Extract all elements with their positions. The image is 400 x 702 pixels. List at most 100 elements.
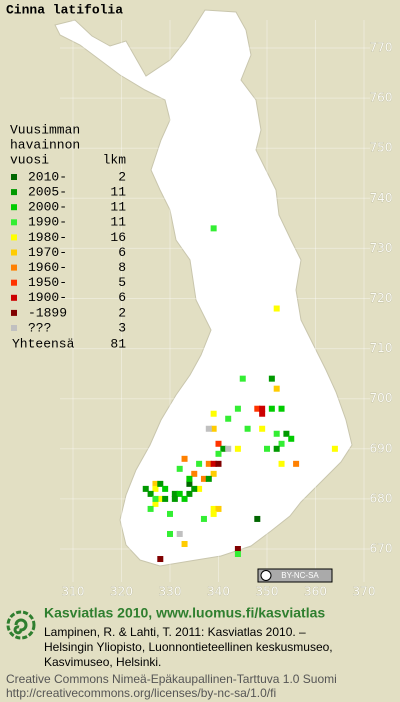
finland-outline [54, 9, 353, 567]
record-square [264, 445, 270, 452]
x-tick-label: 370 [353, 585, 376, 599]
legend-swatch [11, 294, 17, 301]
record-square [225, 445, 232, 452]
y-tick-label: 670 [370, 542, 393, 556]
logo-ring [6, 610, 36, 640]
x-tick-label: 330 [159, 585, 182, 599]
record-square [278, 405, 285, 412]
record-square [142, 485, 149, 492]
logo [6, 610, 36, 640]
legend-swatch [11, 219, 17, 226]
legend-swatch [11, 309, 17, 316]
legend-total-label: Yhteensä [12, 336, 75, 351]
record-square [171, 495, 178, 502]
record-square [152, 500, 159, 507]
record-square [171, 490, 178, 497]
record-square [225, 415, 232, 422]
record-square [176, 530, 183, 537]
cc-badge: BY-NC-SA [257, 568, 333, 583]
cc-icon [260, 570, 272, 581]
legend-count: 16 [110, 230, 126, 245]
y-tick-label: 740 [370, 191, 393, 205]
legend-label: -1899 [28, 305, 67, 320]
footer-headline: Kasviatlas 2010, www.luomus.fi/kasviatla… [44, 605, 325, 621]
license-url: http://creativecommons.org/licenses/by-n… [6, 686, 276, 700]
citation: Kasvimuseo, Helsinki. [44, 655, 161, 669]
record-square [157, 495, 164, 502]
x-tick-label: 350 [256, 585, 279, 599]
legend-label: 2000- [28, 200, 67, 215]
y-tick-label: 770 [370, 41, 393, 55]
x-tick-label: 310 [62, 585, 85, 599]
legend-count: 3 [118, 320, 126, 335]
logo-spiral [13, 618, 28, 635]
record-square [283, 430, 290, 437]
x-tick-label: 340 [207, 585, 230, 599]
record-square [186, 490, 193, 497]
record-square [152, 485, 159, 492]
record-square [244, 425, 251, 432]
legend-label: 1900- [28, 290, 67, 305]
record-square [181, 495, 188, 502]
cc-badge-box [257, 568, 333, 583]
legend-label: ??? [28, 320, 51, 335]
record-square [191, 470, 198, 477]
legend-swatch [11, 325, 17, 331]
record-square [210, 225, 217, 232]
citation: Lampinen, R. & Lahti, T. 2011: Kasviatla… [44, 625, 306, 639]
record-square [278, 440, 285, 447]
record-square [200, 475, 207, 482]
legend-label: 1970- [28, 245, 67, 260]
legend-count-heading: lkm [103, 152, 127, 167]
record-square [278, 460, 285, 467]
legend-swatch [11, 189, 17, 196]
record-square [210, 505, 217, 512]
legend-label: 1950- [28, 275, 67, 290]
record-square [259, 425, 266, 432]
y-tick-label: 760 [370, 91, 393, 105]
record-square [152, 495, 159, 502]
legend-count: 2 [118, 305, 126, 320]
record-square [215, 440, 222, 447]
legend-count: 11 [110, 215, 126, 230]
y-tick-label: 730 [370, 241, 393, 255]
legend-swatch [11, 204, 17, 211]
record-square [234, 546, 241, 552]
record-square [205, 425, 212, 432]
title: Cinna latifolia [6, 2, 123, 17]
record-square [196, 460, 203, 467]
record-square [196, 485, 203, 492]
legend-total: 81 [110, 336, 126, 351]
y-tick-label: 720 [370, 291, 393, 305]
legend-label: 2010- [28, 169, 67, 184]
legend-count: 8 [118, 260, 126, 275]
record-square [147, 490, 154, 497]
y-tick-label: 680 [370, 491, 393, 505]
record-square [176, 465, 183, 472]
legend-heading: havainnon [10, 137, 80, 152]
x-tick-label: 360 [304, 585, 327, 599]
record-square [210, 425, 217, 432]
record-square [210, 510, 217, 517]
record-square [176, 490, 183, 497]
legend-count: 2 [118, 169, 126, 184]
record-square [191, 485, 198, 492]
record-square [157, 480, 164, 487]
record-square [254, 515, 261, 522]
legend-label: 1990- [28, 215, 67, 230]
record-square [186, 475, 193, 482]
legend-heading: Vuusimman [10, 122, 80, 137]
record-square [331, 445, 338, 452]
license-text: Creative Commons Nimeä-Epäkaupallinen-Ta… [6, 672, 337, 686]
record-square [273, 445, 280, 452]
record-square [157, 556, 164, 563]
record-square [215, 450, 222, 457]
record-square [181, 540, 188, 547]
record-square [259, 405, 266, 412]
legend-swatch [11, 279, 17, 286]
record-square [167, 530, 173, 537]
record-square [268, 405, 275, 412]
legend-count: 6 [118, 290, 126, 305]
legend-count: 6 [118, 245, 126, 260]
